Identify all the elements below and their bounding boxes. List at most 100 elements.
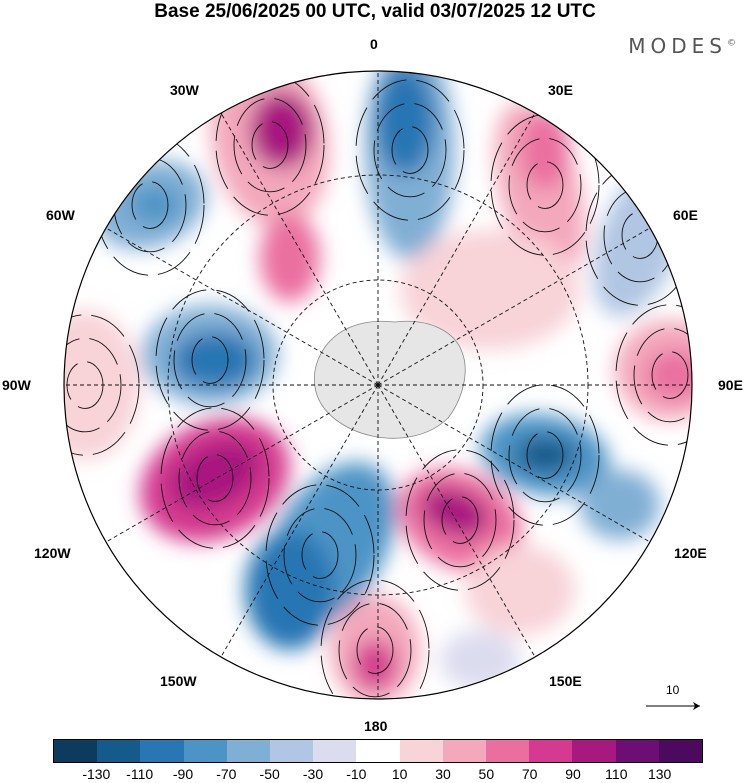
colorbar-tick-label: -10	[346, 766, 367, 782]
streamline	[64, 314, 140, 456]
label-lon-120w: 120W	[34, 545, 71, 561]
colorbar-swatch	[183, 740, 227, 762]
map-title: Base 25/06/2025 00 UTC, valid 03/07/2025…	[154, 1, 596, 22]
colorbar-tick-label: 90	[565, 766, 581, 782]
colorbar-tick-label: 70	[521, 766, 538, 782]
colorbar-tick-label: -130	[82, 766, 111, 782]
label-lon-90w: 90W	[2, 377, 31, 393]
streamline	[490, 114, 600, 256]
streamline	[423, 472, 497, 568]
anomaly-region	[64, 310, 140, 460]
colorbar-tick-label: -110	[126, 766, 154, 782]
streamline	[338, 602, 412, 698]
colorbar-swatch	[615, 740, 659, 762]
colorbar-tick-label: 30	[435, 766, 451, 782]
map-boundary	[63, 70, 693, 700]
streamline	[526, 431, 564, 479]
colorbar-swatch	[442, 740, 487, 762]
streamline	[178, 430, 252, 526]
colorbar-tick-label: -30	[302, 766, 324, 782]
streamline	[283, 507, 357, 603]
colorbar-swatch	[399, 740, 443, 762]
label-lon-60e: 60E	[673, 207, 698, 223]
meridian-line	[377, 112, 536, 386]
anomaly-region	[440, 630, 520, 690]
anomaly-region	[520, 110, 570, 190]
brand-logo: MODES©	[628, 34, 736, 58]
streamline	[64, 337, 122, 433]
colorbar-swatch	[313, 740, 357, 762]
anomaly-region	[421, 488, 489, 536]
colorbar-swatch	[270, 740, 314, 762]
colorbar-tick-label: 10	[391, 766, 408, 782]
colorbar-swatch	[54, 740, 98, 762]
colorbar-swatch	[97, 740, 141, 762]
streamline	[391, 126, 429, 174]
label-lon-30w: 30W	[170, 82, 199, 98]
streamline	[251, 121, 289, 169]
brand-mark: ©	[727, 38, 736, 49]
label-lon-150e: 150E	[549, 673, 582, 689]
streamline	[373, 102, 447, 198]
label-lon-90e: 90E	[718, 377, 743, 393]
anomaly-region	[465, 545, 575, 635]
colorbar	[53, 739, 703, 763]
anomaly-region	[375, 71, 435, 175]
streamline	[441, 496, 479, 544]
meridian-line	[220, 112, 379, 386]
reference-vector-label: 10	[666, 683, 680, 697]
colorbar-tick-label: -90	[172, 766, 194, 782]
meridian-line	[105, 227, 379, 386]
colorbar-swatch	[529, 740, 573, 762]
meridian-line	[105, 384, 379, 543]
meridian-line	[377, 384, 651, 543]
anomaly-region	[169, 441, 261, 509]
anomaly-region	[515, 437, 575, 473]
streamline	[526, 161, 564, 209]
antarctica-landmass	[313, 320, 466, 439]
anomaly-region	[130, 187, 180, 223]
anomaly-region	[245, 530, 335, 650]
anomaly-region	[173, 332, 257, 388]
streamline	[160, 407, 270, 549]
streamline	[66, 361, 104, 409]
streamline	[265, 484, 375, 626]
colorbar-swatch	[486, 740, 530, 762]
label-lon-60w: 60W	[46, 207, 75, 223]
label-lon-120e: 120E	[674, 545, 707, 561]
streamline	[356, 626, 394, 674]
colorbar-swatch	[658, 740, 703, 762]
anomaly-region	[580, 470, 660, 540]
streamline	[301, 531, 339, 579]
brand-name: MODES	[628, 34, 727, 58]
meridian-line	[377, 227, 651, 386]
label-lon-30e: 30E	[548, 82, 573, 98]
anomaly-region	[353, 640, 397, 690]
meridian-line	[220, 384, 379, 658]
colorbar-tick-label: 50	[478, 766, 495, 782]
streamline	[651, 351, 689, 399]
colorbar-swatch	[140, 740, 184, 762]
meridian-line	[377, 384, 536, 658]
anomaly-region	[260, 214, 320, 302]
streamline	[191, 336, 229, 384]
streamline	[215, 74, 325, 216]
colorbar-swatch	[226, 740, 271, 762]
streamline	[508, 407, 582, 503]
streamline	[633, 327, 692, 423]
label-lon-0: 0	[370, 36, 378, 52]
anomaly-field	[64, 71, 692, 699]
streamline	[320, 579, 430, 699]
streamline	[405, 449, 515, 591]
colorbar-tick-label: -70	[216, 766, 237, 782]
label-lon-180: 180	[364, 718, 388, 734]
colorbar-swatch	[356, 740, 400, 762]
streamline	[155, 289, 265, 431]
streamline	[131, 181, 169, 229]
streamline	[196, 454, 234, 502]
streamline	[95, 134, 205, 276]
colorbar-tick-label: 110	[605, 766, 628, 782]
colorbar-swatch	[572, 740, 616, 762]
colorbar-tick-label: 130	[647, 766, 672, 782]
